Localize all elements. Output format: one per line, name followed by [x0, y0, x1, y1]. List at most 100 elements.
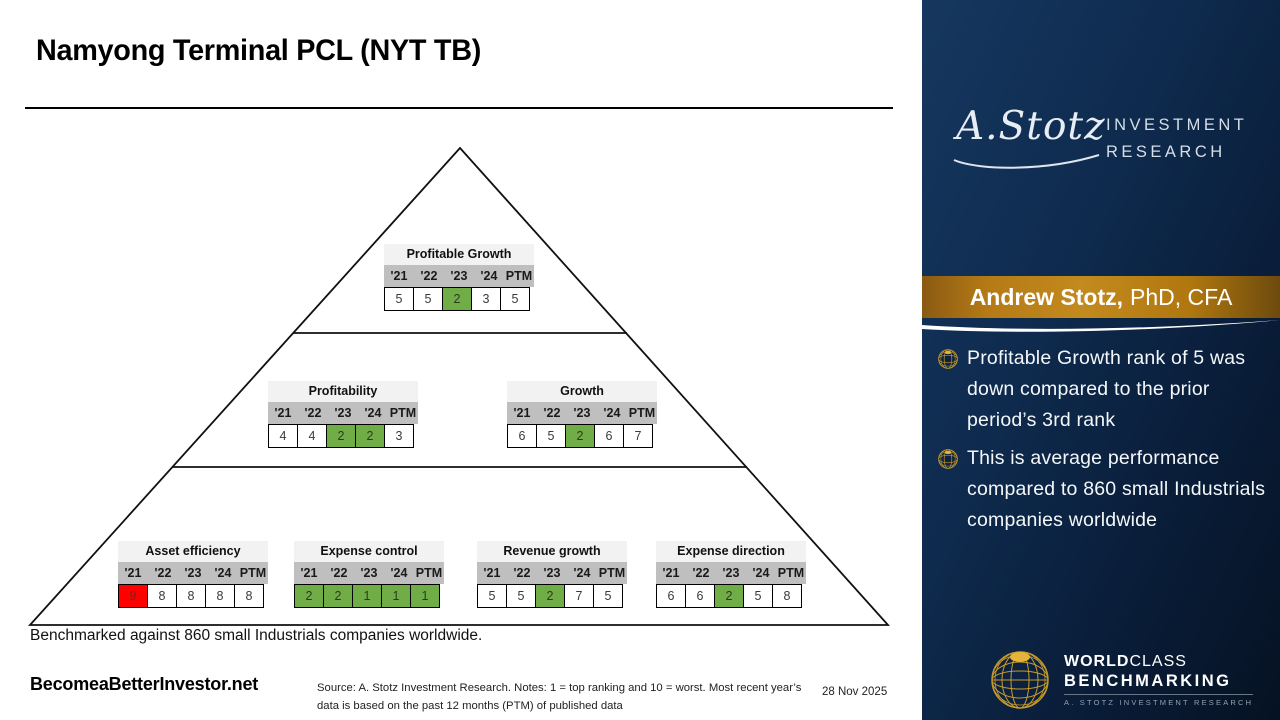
- year-label: '22: [543, 406, 561, 420]
- rank-cell: 5: [384, 287, 414, 311]
- year-label: '24: [390, 566, 408, 580]
- rank-cell: 2: [294, 584, 324, 608]
- rank-cell: 1: [352, 584, 382, 608]
- author-credentials: PhD, CFA: [1130, 283, 1233, 310]
- rank-cell: 5: [593, 584, 623, 608]
- year-label: '23: [543, 566, 561, 580]
- year-label: '23: [573, 406, 591, 420]
- rank-cell: 8: [176, 584, 206, 608]
- main-content: Namyong Terminal PCL (NYT TB) Profitable…: [25, 34, 893, 713]
- pyramid-outline: [25, 107, 893, 626]
- rank-cell: 2: [535, 584, 565, 608]
- table-values: 5 5 2 7 5: [477, 584, 627, 608]
- year-label: '23: [360, 566, 378, 580]
- wcb-benchmarking: BENCHMARKING: [1064, 672, 1232, 690]
- rank-cell: 6: [685, 584, 715, 608]
- table-title: Asset efficiency: [118, 541, 268, 562]
- rank-cell: 2: [565, 424, 595, 448]
- table-year-header: '21 '22 '23 '24 PTM: [294, 562, 444, 584]
- year-label: '21: [124, 566, 142, 580]
- table-title: Expense control: [294, 541, 444, 562]
- year-label: '23: [722, 566, 740, 580]
- year-label: '24: [573, 566, 591, 580]
- rank-cell: 2: [355, 424, 385, 448]
- source-note: Source: A. Stotz Investment Research. No…: [317, 682, 802, 713]
- astotz-signature: A.Stotz: [956, 104, 1106, 149]
- brand-wordmark: INVESTMENT RESEARCH: [1106, 112, 1247, 166]
- rank-cell: 2: [714, 584, 744, 608]
- year-label: '24: [752, 566, 770, 580]
- bullet-item: This is average performance compared to …: [937, 443, 1273, 536]
- rank-cell: 6: [656, 584, 686, 608]
- year-label: PTM: [505, 269, 533, 283]
- bullet-item: Profitable Growth rank of 5 was down com…: [937, 343, 1273, 436]
- brand-word-research: RESEARCH: [1106, 143, 1226, 161]
- table-year-header: '21 '22 '23 '24 PTM: [507, 402, 657, 424]
- rank-cell: 9: [118, 584, 148, 608]
- table-title: Profitability: [268, 381, 418, 402]
- brand-logo: A.Stotz INVESTMENT RESEARCH: [922, 96, 1280, 206]
- table-profitable-growth: Profitable Growth '21 '22 '23 '24 PTM 5 …: [384, 244, 534, 311]
- year-label: '24: [364, 406, 382, 420]
- rank-cell: 1: [410, 584, 440, 608]
- benchmark-note: Benchmarked against 860 small Industrial…: [30, 627, 483, 644]
- table-year-header: '21 '22 '23 '24 PTM: [384, 265, 534, 287]
- year-label: '23: [334, 406, 352, 420]
- year-label: '22: [692, 566, 710, 580]
- rank-cell: 4: [297, 424, 327, 448]
- website-text: BecomeaBetterInvestor.net: [30, 674, 259, 694]
- table-values: 9 8 8 8 8: [118, 584, 268, 608]
- author-name: Andrew Stotz,: [969, 283, 1124, 310]
- rank-cell: 5: [536, 424, 566, 448]
- rank-cell: 8: [772, 584, 802, 608]
- table-asset-efficiency: Asset efficiency '21 '22 '23 '24 PTM 9 8…: [118, 541, 268, 608]
- world-class-benchmarking-logo: WORLDCLASS BENCHMARKING A. STOTZ INVESTM…: [988, 648, 1254, 712]
- table-title: Expense direction: [656, 541, 806, 562]
- rank-cell: 8: [234, 584, 264, 608]
- rank-cell: 1: [381, 584, 411, 608]
- sidebar: A.Stotz INVESTMENT RESEARCH Andrew Stotz…: [922, 0, 1280, 720]
- signature-flourish-icon: [953, 154, 1100, 169]
- year-label: PTM: [239, 566, 267, 580]
- bullet-text: This is average performance compared to …: [967, 447, 1266, 531]
- table-values: 5 5 2 3 5: [384, 287, 534, 311]
- table-title: Revenue growth: [477, 541, 627, 562]
- rank-cell: 3: [471, 287, 501, 311]
- year-label: PTM: [628, 406, 656, 420]
- table-values: 2 2 1 1 1: [294, 584, 444, 608]
- year-label: '22: [330, 566, 348, 580]
- table-values: 6 5 2 6 7: [507, 424, 657, 448]
- year-label: '22: [420, 269, 438, 283]
- year-label: '23: [184, 566, 202, 580]
- rank-cell: 5: [500, 287, 530, 311]
- globe-bullet-icon: [938, 449, 958, 469]
- rank-cell: 3: [384, 424, 414, 448]
- year-label: '21: [513, 406, 531, 420]
- year-label: PTM: [415, 566, 443, 580]
- rank-cell: 2: [323, 584, 353, 608]
- page-title: Namyong Terminal PCL (NYT TB): [36, 34, 482, 67]
- table-year-header: '21 '22 '23 '24 PTM: [656, 562, 806, 584]
- year-label: '21: [662, 566, 680, 580]
- table-expense-control: Expense control '21 '22 '23 '24 PTM 2 2 …: [294, 541, 444, 608]
- table-growth: Growth '21 '22 '23 '24 PTM 6 5 2 6 7: [507, 381, 657, 448]
- year-label: '23: [450, 269, 468, 283]
- wcb-world: WORLD: [1064, 653, 1130, 670]
- year-label: '24: [603, 406, 621, 420]
- rank-cell: 2: [326, 424, 356, 448]
- insight-bullets: Profitable Growth rank of 5 was down com…: [937, 343, 1273, 543]
- rank-cell: 6: [507, 424, 537, 448]
- rank-cell: 2: [442, 287, 472, 311]
- table-title: Growth: [507, 381, 657, 402]
- wcb-worldclass: WORLDCLASS: [1064, 653, 1253, 671]
- rank-cell: 4: [268, 424, 298, 448]
- globe-bullet-icon: [938, 349, 958, 369]
- rank-cell: 5: [743, 584, 773, 608]
- rank-cell: 7: [564, 584, 594, 608]
- year-label: '24: [214, 566, 232, 580]
- rank-cell: 8: [147, 584, 177, 608]
- wcb-wordmark: WORLDCLASS BENCHMARKING A. STOTZ INVESTM…: [1064, 653, 1254, 707]
- rank-cell: 5: [413, 287, 443, 311]
- table-year-header: '21 '22 '23 '24 PTM: [268, 402, 418, 424]
